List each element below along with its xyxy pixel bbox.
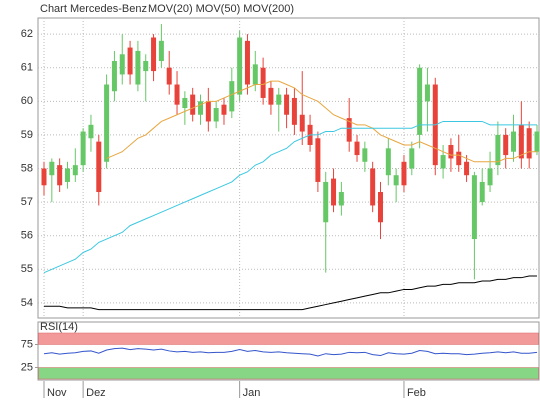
candle-body <box>417 67 423 135</box>
candle-body <box>72 165 78 176</box>
candle-body <box>448 144 454 159</box>
candle-body <box>229 81 235 112</box>
legend-entry: MOV(200) <box>243 3 294 15</box>
candle-body <box>182 97 188 109</box>
candle-body <box>518 124 524 159</box>
candle-body <box>49 161 55 176</box>
candle-body <box>213 108 219 122</box>
candle-body <box>393 175 399 186</box>
series-line <box>43 347 538 357</box>
series-line <box>43 120 537 274</box>
candle-body <box>268 87 274 105</box>
y-tick-label: 57 <box>21 196 33 208</box>
candle-body <box>252 64 258 85</box>
x-tick-label: Dez <box>86 387 106 399</box>
candle-body <box>487 168 493 186</box>
x-tick-label: Nov <box>47 387 67 399</box>
candle-body <box>143 61 149 72</box>
candle-body <box>315 138 321 182</box>
candle-body <box>57 165 63 186</box>
candle-body <box>284 94 290 115</box>
candle-body <box>409 148 415 169</box>
candle-body <box>244 40 250 85</box>
candle-body <box>534 131 540 152</box>
y-tick-label: 55 <box>21 263 33 275</box>
candle-body <box>362 148 368 162</box>
candle-body <box>495 134 501 166</box>
candle-body <box>370 168 376 206</box>
candle-body <box>198 101 204 115</box>
candle-body <box>88 124 94 139</box>
candle-body <box>111 61 117 92</box>
series-line <box>106 80 537 163</box>
candle-body <box>323 181 329 223</box>
candle-body <box>80 131 86 166</box>
candle-body <box>440 155 446 169</box>
series-line <box>44 275 537 311</box>
candle-body <box>354 141 360 156</box>
candle-body <box>205 101 211 122</box>
candle-body <box>237 37 243 95</box>
rsi-title: RSI(14) <box>40 321 78 333</box>
y-tick-label: 56 <box>21 230 33 242</box>
candle-body <box>260 67 266 98</box>
candle-body <box>464 161 470 176</box>
candle-body <box>331 178 337 206</box>
y-tick-label: 62 <box>21 28 33 40</box>
candle-body <box>221 104 227 115</box>
candle-body <box>41 168 47 186</box>
candle-body <box>503 134 509 156</box>
candle-body <box>526 128 532 159</box>
candle-body <box>338 192 344 206</box>
candle-body <box>299 114 305 132</box>
candle-body <box>119 54 125 75</box>
candle-body <box>158 40 164 62</box>
candle-body <box>96 141 102 193</box>
x-tick-label: Jan <box>243 387 261 399</box>
candle-body <box>385 148 391 176</box>
candle-body <box>424 84 430 102</box>
candle-body <box>174 84 180 105</box>
candle-body <box>190 94 196 115</box>
y-tick-label: 75 <box>21 338 33 350</box>
y-tick-label: 60 <box>21 95 33 107</box>
chart-title: Chart Mercedes-Benz <box>40 3 147 15</box>
y-tick-label: 25 <box>21 361 33 373</box>
candle-body <box>456 151 462 166</box>
candle-body <box>346 118 352 142</box>
legend-entry: MOV(50) <box>196 3 241 15</box>
candle-body <box>291 97 297 125</box>
candle-body <box>479 181 485 203</box>
candle-body <box>151 37 157 72</box>
candle-body <box>276 94 282 105</box>
candle-body <box>64 168 70 182</box>
candle-body <box>377 192 383 223</box>
candle-body <box>166 67 172 85</box>
candle-body <box>401 161 407 186</box>
rsi-band <box>38 367 539 380</box>
rsi-band <box>38 332 539 345</box>
y-tick-label: 61 <box>21 62 33 74</box>
candle-body <box>511 131 517 152</box>
candle-body <box>104 84 110 162</box>
legend-entry: MOV(20) <box>148 3 193 15</box>
y-tick-label: 54 <box>21 297 33 309</box>
y-tick-label: 59 <box>21 129 33 141</box>
candle-body <box>471 175 477 240</box>
candle-body <box>135 50 141 85</box>
y-tick-label: 58 <box>21 162 33 174</box>
x-tick-label: Feb <box>407 387 426 399</box>
candle-body <box>127 47 133 75</box>
